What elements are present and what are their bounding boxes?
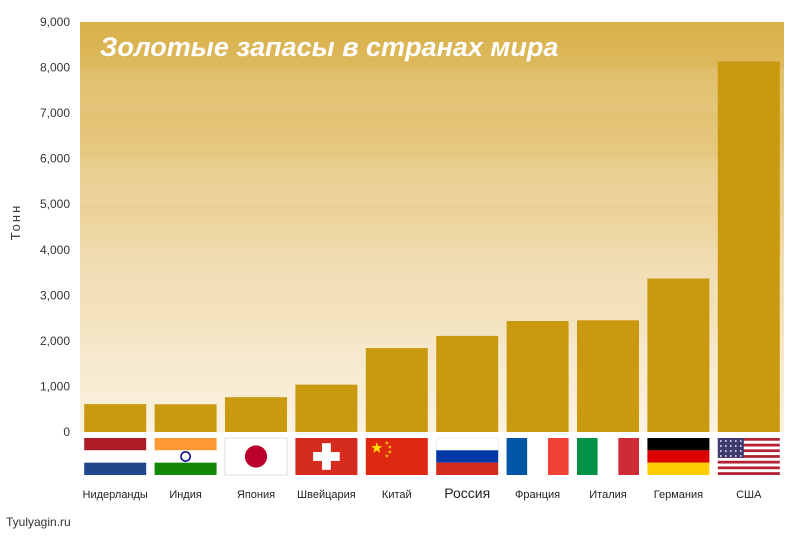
y-axis-label: Тонн xyxy=(8,204,23,241)
bar xyxy=(717,61,780,432)
watermark: Tyulyagin.ru xyxy=(6,515,71,529)
y-axis-ticks: 0 1,000 2,000 3,000 4,000 5,000 6,000 7,000 8,00… xyxy=(40,15,70,439)
y-tick-label: 9,000 xyxy=(40,15,70,29)
y-tick-label: 1,000 xyxy=(40,379,70,393)
y-tick-label: 4,000 xyxy=(40,243,70,257)
y-tick-label: 0 xyxy=(63,425,70,439)
france-flag xyxy=(506,438,569,475)
x-tick-label: Германия xyxy=(654,489,703,501)
x-tick-label: Нидерланды xyxy=(83,489,148,501)
x-tick-label: Франция xyxy=(515,489,560,501)
y-tick-label: 8,000 xyxy=(40,61,70,75)
russia-flag xyxy=(435,437,499,475)
germany-flag xyxy=(647,438,710,475)
y-tick-label: 7,000 xyxy=(40,106,70,120)
bars xyxy=(84,61,780,432)
chart-title: Золотые запасы в странах мира xyxy=(100,32,558,62)
japan-flag xyxy=(224,437,288,476)
background-band xyxy=(80,67,784,114)
x-tick-label: Индия xyxy=(169,489,202,501)
background-band xyxy=(80,158,784,205)
bar xyxy=(436,335,499,432)
y-tick-label: 3,000 xyxy=(40,288,70,302)
x-tick-label: Япония xyxy=(237,489,275,501)
category-labels: Нидерланды Индия Япония Швейцария Китай Росси… xyxy=(83,485,763,501)
flags xyxy=(84,437,780,476)
india-flag xyxy=(154,438,217,475)
bar xyxy=(225,397,287,432)
italy-flag xyxy=(577,438,639,475)
x-tick-label: Китай xyxy=(382,489,412,501)
usa-flag xyxy=(717,438,780,475)
bar xyxy=(577,320,639,432)
bar xyxy=(506,321,569,432)
china-flag xyxy=(365,438,428,475)
bar xyxy=(365,348,428,432)
bar xyxy=(295,384,358,432)
bar xyxy=(647,278,710,432)
bar xyxy=(84,404,147,432)
x-tick-label: Россия xyxy=(444,485,490,501)
x-tick-label: Швейцария xyxy=(297,489,356,501)
y-tick-label: 6,000 xyxy=(40,152,70,166)
bar xyxy=(154,404,217,432)
x-tick-label: США xyxy=(736,489,762,501)
x-tick-label: Италия xyxy=(589,489,627,501)
netherlands-flag xyxy=(84,438,147,475)
switzerland-flag xyxy=(295,438,358,475)
y-tick-label: 2,000 xyxy=(40,334,70,348)
y-tick-label: 5,000 xyxy=(40,197,70,211)
